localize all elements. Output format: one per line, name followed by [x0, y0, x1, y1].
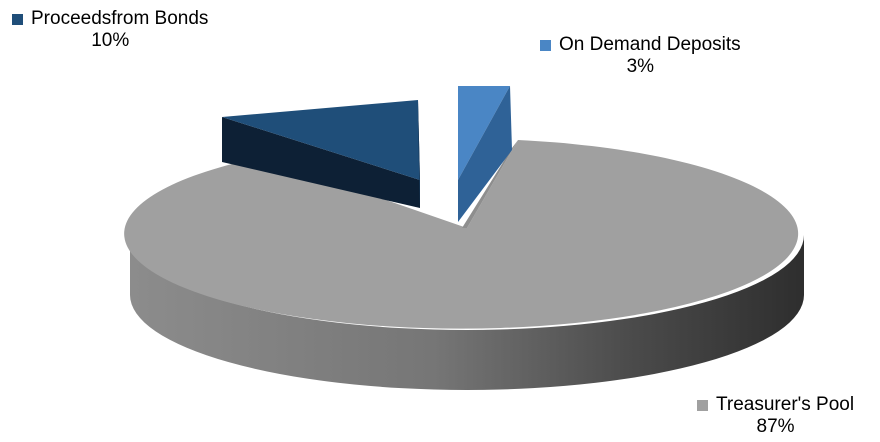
label-proceeds-from-bonds-name: Proceedsfrom Bonds — [31, 8, 209, 29]
label-treasurers-pool: Treasurer's Pool 87% — [697, 394, 854, 438]
slice-on-demand-deposits-side — [458, 86, 512, 222]
label-on-demand-deposits-percent: 3% — [626, 56, 655, 77]
slice-proceeds-from-bonds — [222, 100, 420, 180]
legend-swatch-proceeds-from-bonds — [12, 13, 23, 25]
label-treasurers-pool-name: Treasurer's Pool — [716, 394, 855, 415]
slice-proceeds-from-bonds-cut-face — [418, 100, 420, 208]
label-treasurers-pool-percent: 87% — [756, 416, 795, 437]
label-on-demand-deposits: On Demand Deposits 3% — [540, 34, 741, 78]
label-proceeds-from-bonds-percent: 10% — [91, 30, 130, 51]
legend-swatch-on-demand-deposits — [540, 39, 551, 51]
slice-proceeds-from-bonds-side — [222, 117, 420, 208]
label-on-demand-deposits-name: On Demand Deposits — [559, 34, 741, 55]
slice-treasurers-pool-cut-face — [462, 140, 518, 228]
label-proceeds-from-bonds: Proceedsfrom Bonds 10% — [12, 8, 208, 52]
slice-treasurers-pool-side — [130, 235, 804, 390]
legend-swatch-treasurers-pool — [697, 399, 708, 411]
slice-treasurers-pool — [124, 140, 799, 329]
